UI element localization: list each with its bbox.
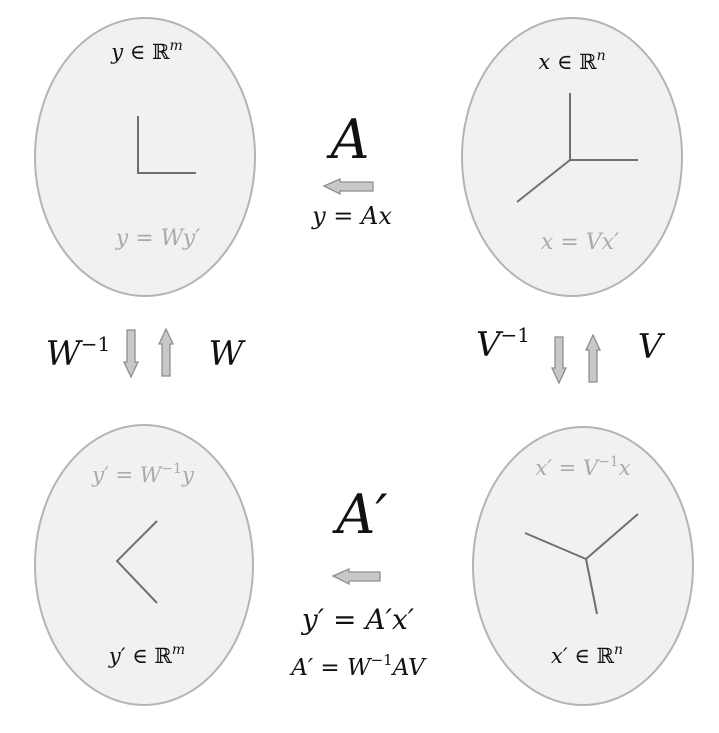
- space-x-prime-blob: x′ = V−1x x′ ∈ ℝn: [472, 426, 694, 706]
- space-x-transform: x = Vx′: [541, 230, 619, 255]
- map-a-label: A: [326, 108, 370, 171]
- arrow-down-icon: [122, 329, 140, 379]
- map-w-inverse-label: W−1: [46, 332, 110, 374]
- map-a-prime-definition: A′ = W−1AV: [289, 651, 427, 681]
- space-x-prime-axes: [524, 513, 639, 615]
- space-x-membership: x ∈ ℝn: [538, 48, 605, 74]
- space-y-prime-transform: y′ = W−1y: [91, 461, 195, 487]
- space-y-blob: y ∈ ℝm y = Wy′: [34, 17, 256, 297]
- map-a-equation: y = Ax: [311, 202, 392, 230]
- space-x-prime-membership: x′ ∈ ℝn: [551, 642, 623, 668]
- arrow-left-icon: [331, 568, 381, 586]
- space-x-axes: [516, 93, 638, 203]
- space-y-transform: y = Wy′: [115, 226, 200, 251]
- space-x-prime-transform: x′ = V−1x: [535, 454, 630, 480]
- map-a-prime-label: A′: [331, 483, 387, 546]
- map-v-inverse-label: V−1: [476, 323, 530, 365]
- space-y-prime-axes: [115, 520, 158, 604]
- map-v-label: V: [638, 327, 666, 367]
- arrow-up-icon: [157, 327, 175, 377]
- arrow-left-icon: [322, 178, 374, 196]
- arrow-up-icon: [584, 333, 602, 383]
- space-x-blob: x ∈ ℝn x = Vx′: [461, 17, 683, 297]
- arrow-down-icon: [550, 336, 568, 385]
- space-y-prime-membership: y′ ∈ ℝm: [108, 642, 185, 668]
- space-y-membership: y ∈ ℝm: [110, 38, 183, 64]
- map-w-label: W: [209, 334, 247, 374]
- space-y-axes: [137, 116, 196, 174]
- space-y-prime-blob: y′ = W−1y y′ ∈ ℝm: [34, 424, 254, 706]
- map-a-prime-equation: y′ = A′x′: [300, 603, 415, 636]
